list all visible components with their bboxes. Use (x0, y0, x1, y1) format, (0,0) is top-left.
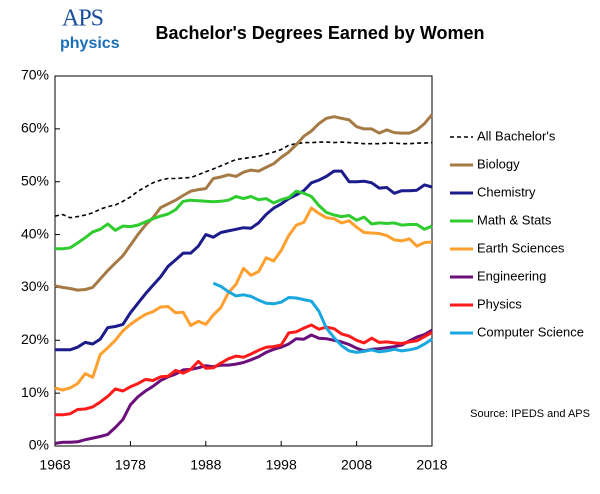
source-note: Source: IPEDS and APS (470, 408, 590, 420)
logo-name: APS (62, 6, 103, 32)
plot-frame (54, 75, 433, 447)
series-line (54, 141, 433, 219)
legend-label: Engineering (477, 268, 546, 283)
series-line (54, 113, 434, 292)
series-line (54, 206, 433, 392)
y-tick-label: 0% (29, 437, 49, 453)
x-tick-label: 2008 (341, 457, 372, 473)
legend-label: Physics (477, 296, 522, 311)
legend-label: Chemistry (477, 184, 536, 199)
x-tick-label: 1998 (266, 457, 297, 473)
legend-label: Earth Sciences (477, 240, 565, 255)
y-tick-label: 30% (21, 278, 49, 294)
y-tick-label: 20% (21, 331, 49, 347)
series-line (55, 169, 433, 352)
x-tick-label: 1988 (190, 457, 221, 473)
series-line (55, 323, 433, 417)
series-line (212, 281, 433, 354)
legend-label: Computer Science (477, 324, 584, 339)
y-tick-label: 40% (21, 225, 49, 241)
legend-label: Biology (477, 156, 520, 171)
series-line (55, 189, 433, 251)
chart-title: Bachelor's Degrees Earned by Women (155, 23, 484, 43)
series-line (54, 328, 433, 445)
legend-label: All Bachelor's (477, 128, 556, 143)
legend-label: Math & Stats (477, 212, 552, 227)
y-tick-label: 70% (21, 67, 49, 83)
x-tick-label: 1968 (39, 457, 70, 473)
y-tick-label: 60% (21, 120, 49, 136)
y-tick-label: 50% (21, 172, 49, 188)
y-tick-label: 10% (21, 384, 49, 400)
logo-sub: physics (60, 35, 120, 52)
x-tick-label: 2018 (416, 457, 447, 473)
x-tick-label: 1978 (115, 457, 146, 473)
